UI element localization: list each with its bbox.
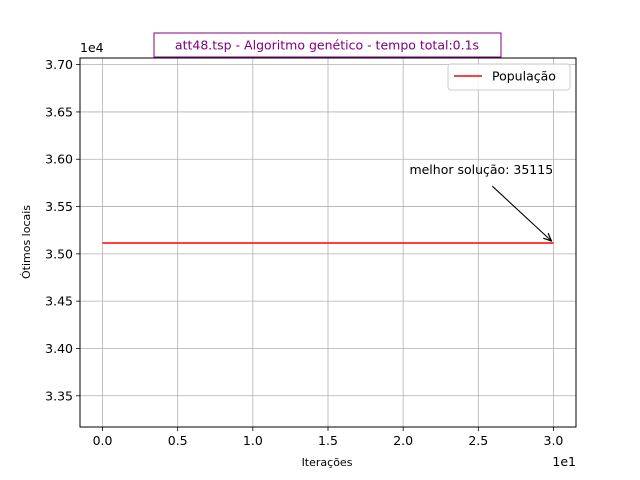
x-tick-label: 2.5 [468,433,488,448]
y-offset-label: 1e4 [80,40,104,55]
x-tick-label: 3.0 [544,433,564,448]
legend-label: População [492,69,556,84]
x-tick-label: 0.5 [168,433,188,448]
y-axis-label: Ótimos locais [20,205,33,279]
legend: População [447,63,571,91]
x-offset-label: 1e1 [552,454,576,469]
chart-title-box: att48.tsp - Algoritmo genético - tempo t… [153,32,502,58]
y-tick-label: 3.40 [45,341,73,356]
y-tick-label: 3.55 [45,199,73,214]
legend-box [447,63,571,91]
axis-ticks: 0.0 0.5 1.0 1.5 2.0 2.5 3.0 3.35 3.40 3.45 3.50 3.5… [45,57,563,448]
y-tick-label: 3.45 [45,294,73,309]
annotation: melhor solução: 35115 [409,162,553,241]
x-tick-label: 0.0 [93,433,113,448]
y-tick-label: 3.70 [45,57,73,72]
x-tick-label: 2.0 [393,433,413,448]
annotation-text: melhor solução: 35115 [409,162,553,177]
y-tick-label: 3.35 [45,388,73,403]
y-tick-label: 3.60 [45,152,73,167]
x-tick-label: 1.5 [318,433,338,448]
y-tick-label: 3.65 [45,104,73,119]
y-tick-label: 3.50 [45,246,73,261]
x-axis-label: Iterações [302,456,353,469]
grid [80,58,576,427]
chart-title: att48.tsp - Algoritmo genético - tempo t… [175,38,479,53]
x-tick-label: 1.0 [243,433,263,448]
annotation-arrow [491,185,551,241]
